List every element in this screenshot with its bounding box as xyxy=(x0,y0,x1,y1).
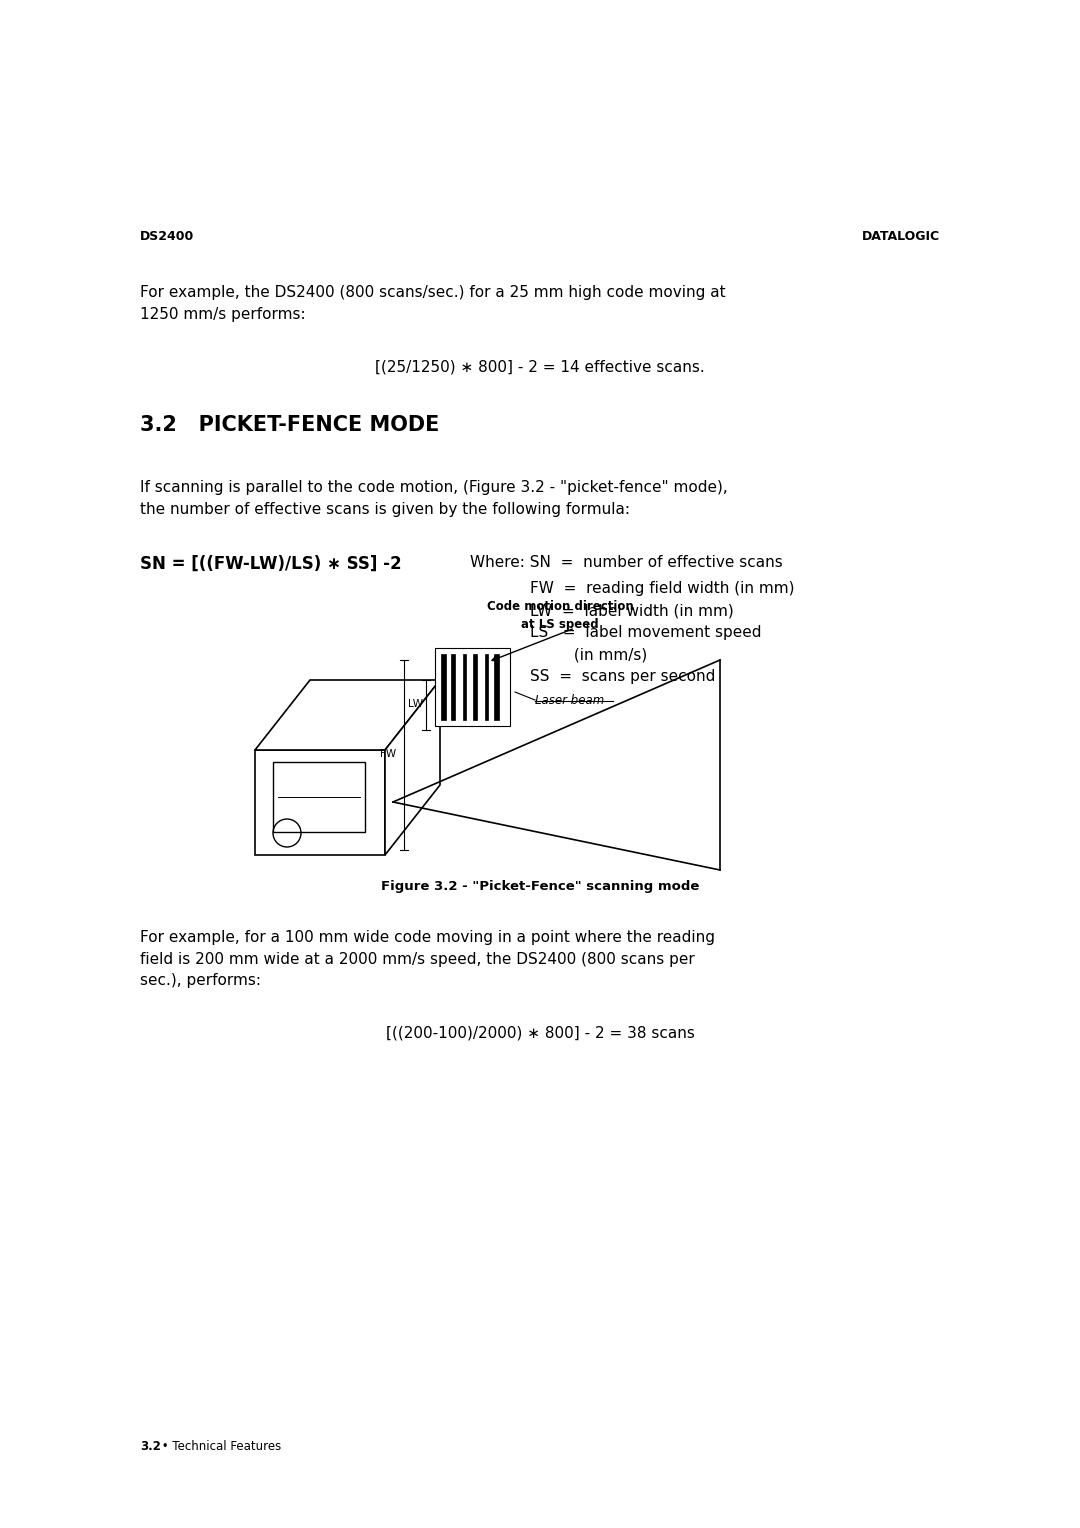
Text: FW: FW xyxy=(380,749,396,759)
Text: LS   =  label movement speed: LS = label movement speed xyxy=(530,625,761,640)
Text: DS2400: DS2400 xyxy=(140,231,194,243)
Text: DATALOGIC: DATALOGIC xyxy=(862,231,940,243)
Polygon shape xyxy=(435,648,510,726)
Polygon shape xyxy=(485,654,488,720)
Text: 3.2   PICKET-FENCE MODE: 3.2 PICKET-FENCE MODE xyxy=(140,416,440,435)
Text: SS  =  scans per second: SS = scans per second xyxy=(530,669,715,685)
Text: SN = [((FW-LW)/LS) ∗ SS] -2: SN = [((FW-LW)/LS) ∗ SS] -2 xyxy=(140,555,402,573)
Text: Where: SN  =  number of effective scans: Where: SN = number of effective scans xyxy=(470,555,783,570)
Text: Code motion direction: Code motion direction xyxy=(487,601,633,613)
Text: FW  =  reading field width (in mm): FW = reading field width (in mm) xyxy=(530,581,795,596)
Text: Figure 3.2 - "Picket-Fence" scanning mode: Figure 3.2 - "Picket-Fence" scanning mod… xyxy=(381,880,699,892)
Polygon shape xyxy=(494,654,499,720)
Text: LW  =  label width (in mm): LW = label width (in mm) xyxy=(530,604,733,617)
Polygon shape xyxy=(473,654,477,720)
Polygon shape xyxy=(463,654,465,720)
Polygon shape xyxy=(384,680,440,856)
Text: Laser beam: Laser beam xyxy=(535,694,604,707)
Polygon shape xyxy=(255,750,384,856)
Text: • Technical Features: • Technical Features xyxy=(158,1439,281,1453)
Polygon shape xyxy=(255,680,440,750)
Text: (in mm/s): (in mm/s) xyxy=(530,646,647,662)
Polygon shape xyxy=(441,654,446,720)
Text: For example, the DS2400 (800 scans/sec.) for a 25 mm high code moving at
1250 mm: For example, the DS2400 (800 scans/sec.)… xyxy=(140,286,726,321)
Text: 3.2: 3.2 xyxy=(140,1439,161,1453)
Text: LW: LW xyxy=(408,698,423,709)
Text: at LS speed: at LS speed xyxy=(522,617,598,631)
Text: [((200-100)/2000) ∗ 800] - 2 = 38 scans: [((200-100)/2000) ∗ 800] - 2 = 38 scans xyxy=(386,1025,694,1041)
Text: For example, for a 100 mm wide code moving in a point where the reading
field is: For example, for a 100 mm wide code movi… xyxy=(140,931,715,989)
Text: If scanning is parallel to the code motion, (Figure 3.2 - "picket-fence" mode),
: If scanning is parallel to the code moti… xyxy=(140,480,728,516)
Polygon shape xyxy=(451,654,455,720)
Text: [(25/1250) ∗ 800] - 2 = 14 effective scans.: [(25/1250) ∗ 800] - 2 = 14 effective sca… xyxy=(375,361,705,374)
